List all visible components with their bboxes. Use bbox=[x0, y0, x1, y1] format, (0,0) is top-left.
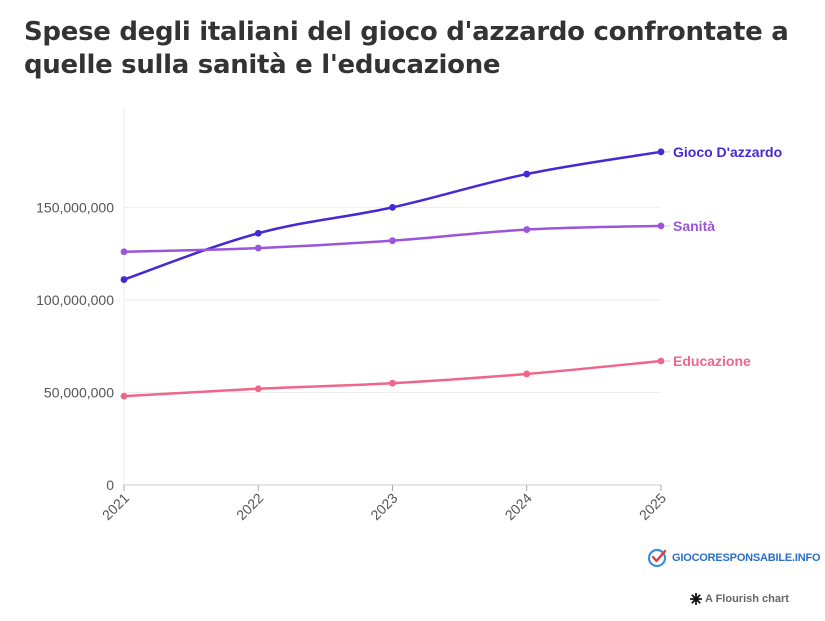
brand-logo[interactable]: GIOCORESPONSABILE.INFO bbox=[647, 548, 821, 568]
data-point bbox=[523, 226, 531, 233]
y-tick-label: 50,000,000 bbox=[44, 384, 114, 400]
flourish-asterisk-icon bbox=[690, 593, 702, 605]
series-lines bbox=[123, 150, 662, 398]
x-tick-label: 2024 bbox=[502, 490, 535, 523]
data-point bbox=[657, 222, 665, 230]
series-labels: Gioco D'azzardo Sanità Educazione bbox=[665, 144, 782, 369]
data-point bbox=[389, 237, 396, 245]
series-label: Educazione bbox=[673, 353, 751, 369]
series-label: Sanità bbox=[673, 218, 715, 234]
data-point bbox=[657, 148, 665, 156]
data-point bbox=[254, 244, 262, 252]
y-axis: 0 50,000,000 100,000,000 150,000,000 bbox=[36, 199, 114, 493]
data-point bbox=[254, 385, 262, 393]
brand-logo-text: GIOCORESPONSABILE.INFO bbox=[672, 552, 821, 564]
data-point bbox=[389, 203, 396, 211]
data-point bbox=[120, 392, 128, 400]
y-tick-label: 150,000,000 bbox=[36, 199, 114, 215]
x-tick-label: 2021 bbox=[99, 490, 132, 523]
data-point bbox=[657, 357, 665, 365]
data-point bbox=[120, 276, 128, 283]
data-point bbox=[254, 229, 262, 237]
x-tick-label: 2022 bbox=[233, 490, 266, 523]
data-point bbox=[523, 370, 531, 378]
series-line bbox=[123, 150, 662, 281]
data-point bbox=[523, 170, 531, 178]
series-label: Gioco D'azzardo bbox=[673, 144, 782, 160]
y-tick-label: 100,000,000 bbox=[36, 292, 114, 308]
data-point bbox=[120, 248, 128, 256]
x-axis: 2021 2022 2023 2024 2025 bbox=[99, 485, 669, 523]
chart-title: Spese degli italiani del gioco d'azzardo… bbox=[24, 17, 789, 80]
series-points bbox=[120, 148, 665, 400]
series-line bbox=[123, 359, 662, 398]
flourish-credit[interactable]: A Flourish chart bbox=[690, 593, 789, 605]
x-tick-label: 2025 bbox=[636, 490, 669, 523]
data-point bbox=[389, 379, 396, 387]
flourish-credit-text: A Flourish chart bbox=[705, 593, 789, 605]
y-tick-label: 0 bbox=[106, 477, 114, 493]
giocoresponsabile-logo-icon bbox=[647, 548, 667, 568]
x-tick-label: 2023 bbox=[367, 490, 400, 523]
